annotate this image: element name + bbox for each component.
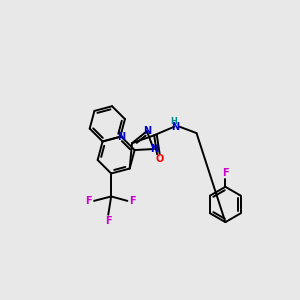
Text: O: O <box>156 154 164 164</box>
Text: F: F <box>222 168 229 178</box>
Text: F: F <box>129 196 136 206</box>
Text: H: H <box>170 117 177 126</box>
Text: F: F <box>85 196 92 206</box>
Text: N: N <box>117 131 125 142</box>
Text: N: N <box>150 144 158 154</box>
Text: N: N <box>171 122 179 132</box>
Text: F: F <box>105 216 112 226</box>
Text: N: N <box>143 126 151 136</box>
